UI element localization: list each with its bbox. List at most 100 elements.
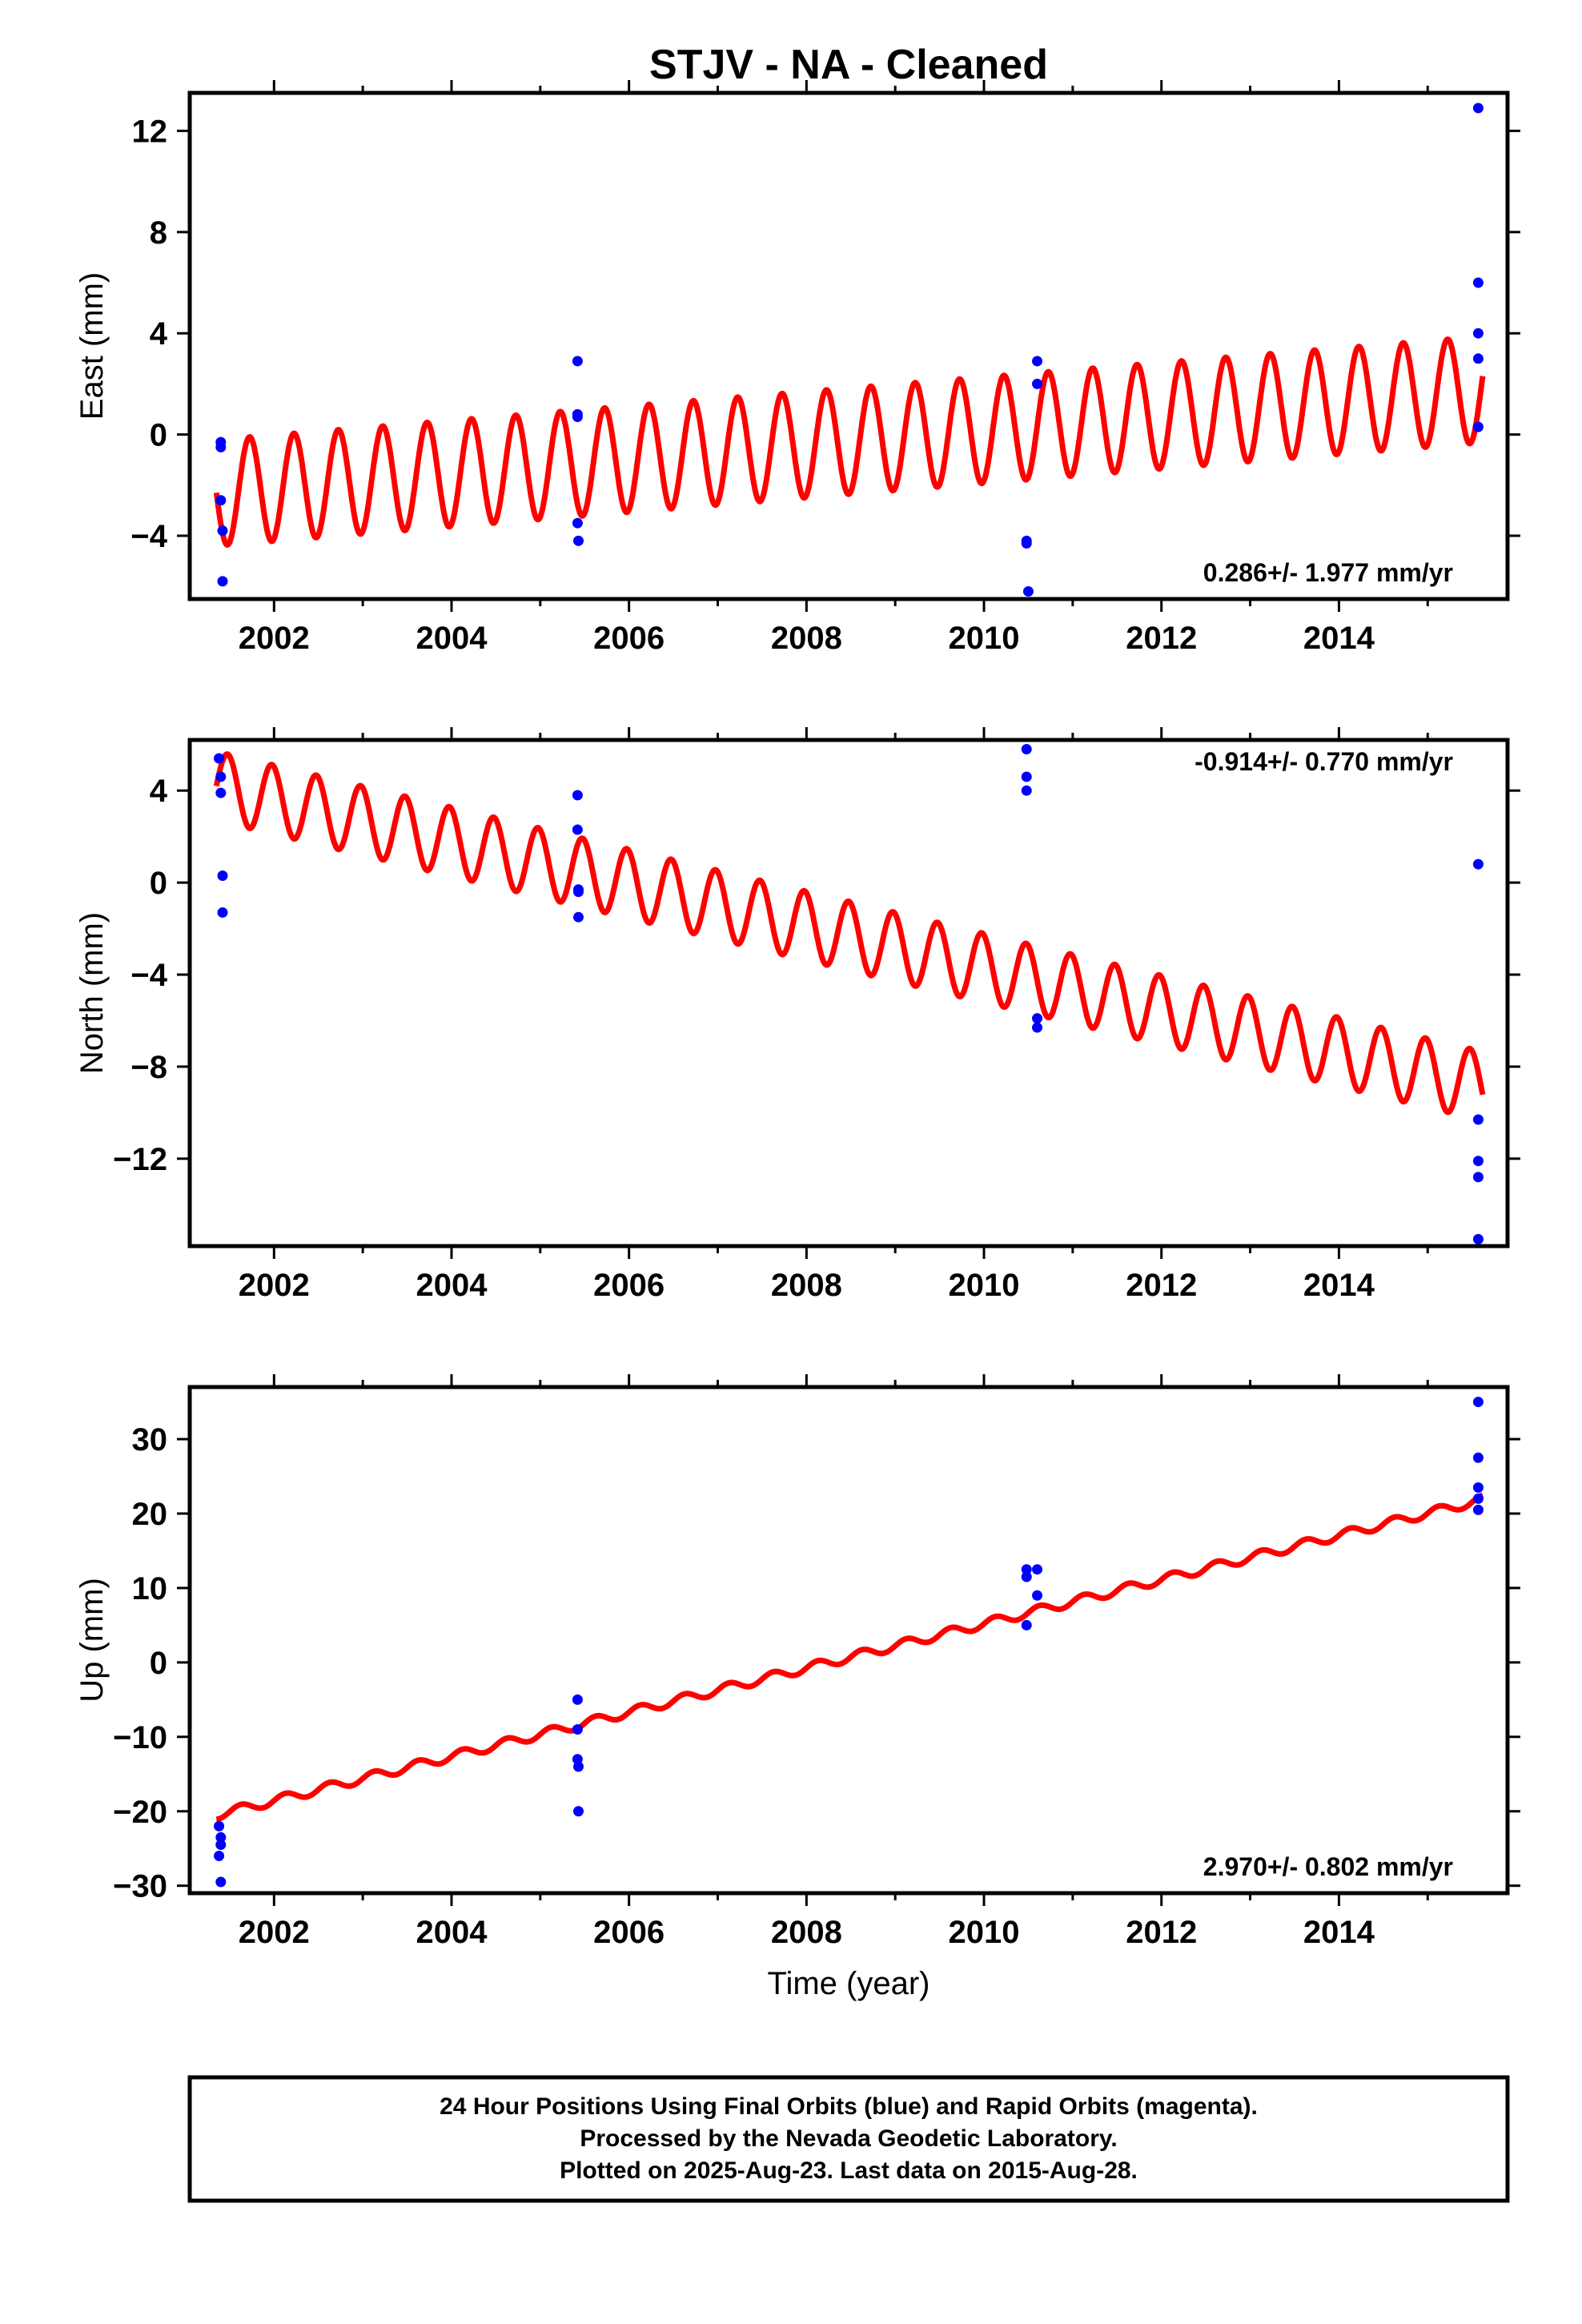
y-tick-label: −10 — [113, 1720, 167, 1755]
x-tick-label: 2010 — [949, 1268, 1020, 1303]
data-point — [572, 887, 584, 898]
data-point — [214, 1820, 225, 1831]
y-tick-label: 4 — [150, 774, 168, 809]
y-tick-label: 8 — [150, 215, 167, 251]
y-tick-label: −12 — [113, 1142, 167, 1177]
data-point — [1472, 421, 1484, 432]
data-point — [215, 771, 227, 782]
x-axis-label: Time (year) — [768, 1966, 930, 2001]
x-tick-label: 2006 — [593, 1915, 665, 1950]
data-point — [1472, 1504, 1484, 1515]
model-curve — [214, 1492, 1485, 1823]
data-point — [1021, 1564, 1032, 1575]
y-tick-label: 12 — [132, 114, 168, 149]
data-point — [217, 907, 228, 918]
y-axis-label: East (mm) — [74, 272, 110, 420]
footer-line-1: 24 Hour Positions Using Final Orbits (bl… — [440, 2093, 1258, 2120]
y-tick-label: −8 — [130, 1050, 167, 1085]
data-point — [1021, 743, 1032, 754]
data-point — [217, 870, 228, 881]
data-point — [572, 356, 583, 367]
rate-label: -0.914+/- 0.770 mm/yr — [1195, 747, 1453, 776]
data-point — [217, 525, 228, 537]
plot-frame — [187, 90, 1510, 601]
data-point — [1472, 1493, 1484, 1504]
chart-title: STJV - NA - Cleaned — [649, 42, 1048, 88]
x-tick-label: 2002 — [239, 1268, 310, 1303]
data-point — [1021, 785, 1032, 796]
data-point — [215, 1839, 227, 1851]
north-panel: 2002 2004 2006 2008 2010 2012 2014 −12 −8 −4 0 4 Nor… — [74, 727, 1520, 1303]
data-point — [214, 1851, 225, 1862]
y-tick-label: 10 — [132, 1571, 168, 1606]
data-point — [572, 824, 583, 835]
data-point — [1472, 277, 1484, 288]
y-tick-label: 0 — [150, 1646, 167, 1681]
y-axis-label: Up (mm) — [74, 1578, 110, 1703]
y-tick-label: 4 — [150, 316, 168, 352]
data-point — [572, 1761, 584, 1772]
y-tick-label: 20 — [132, 1497, 168, 1532]
data-point — [572, 517, 583, 529]
data-point — [1472, 1172, 1484, 1183]
data-point — [1472, 1482, 1484, 1493]
data-point — [1032, 1564, 1043, 1575]
data-point — [1472, 328, 1484, 339]
data-point — [572, 790, 583, 801]
y-tick-label: −4 — [130, 958, 167, 993]
y-axis-label: North (mm) — [74, 912, 110, 1074]
data-point — [1032, 1022, 1043, 1033]
east-panel: 2002 2004 2006 2008 2010 2012 2014 −4 0 4 8 12 East … — [74, 80, 1520, 656]
data-point — [1021, 771, 1032, 782]
x-tick-label: 2008 — [771, 621, 842, 656]
data-point — [572, 911, 584, 923]
up-panel: 2002 2004 2006 2008 2010 2012 2014 −30 −20 −10 0 10… — [74, 1374, 1520, 1950]
data-point — [1032, 356, 1043, 367]
rate-label: 2.970+/- 0.802 mm/yr — [1203, 1852, 1453, 1881]
data-point — [1021, 1571, 1032, 1582]
model-curve — [213, 751, 1486, 1116]
data-point — [1021, 1619, 1032, 1630]
x-tick-label: 2006 — [593, 621, 665, 656]
model-curve — [213, 336, 1486, 548]
data-point — [215, 1831, 227, 1843]
footer-box — [187, 2075, 1510, 2203]
x-tick-label: 2004 — [416, 1915, 488, 1950]
x-tick-label: 2008 — [771, 1268, 842, 1303]
data-point — [572, 1806, 584, 1817]
x-tick-label: 2012 — [1126, 1915, 1197, 1950]
plot-frame — [187, 738, 1510, 1248]
data-point — [1472, 1114, 1484, 1125]
data-point — [572, 1694, 583, 1705]
data-point — [1472, 1156, 1484, 1167]
x-tick-label: 2014 — [1303, 1268, 1375, 1303]
data-point — [215, 787, 227, 798]
x-tick-label: 2010 — [949, 621, 1020, 656]
data-point — [1472, 858, 1484, 870]
data-point — [1032, 1590, 1043, 1601]
y-tick-label: 0 — [150, 866, 167, 901]
y-tick-label: −4 — [130, 519, 167, 554]
data-point — [1022, 586, 1034, 597]
x-tick-label: 2014 — [1303, 1915, 1375, 1950]
x-tick-label: 2010 — [949, 1915, 1020, 1950]
x-tick-label: 2002 — [239, 1915, 310, 1950]
y-tick-label: −20 — [113, 1795, 167, 1830]
plot-frame — [187, 1385, 1510, 1896]
data-point — [214, 753, 225, 764]
data-point — [1472, 353, 1484, 364]
data-point — [1032, 1013, 1043, 1024]
data-point — [1032, 378, 1043, 389]
x-tick-label: 2014 — [1303, 621, 1375, 656]
data-point — [572, 1724, 583, 1735]
data-point — [1472, 1452, 1484, 1463]
y-tick-label: 30 — [132, 1422, 168, 1458]
footer-line-3: Plotted on 2025-Aug-23. Last data on 201… — [560, 2157, 1138, 2184]
x-tick-label: 2008 — [771, 1915, 842, 1950]
x-tick-label: 2006 — [593, 1268, 665, 1303]
data-point — [215, 441, 227, 452]
data-point — [572, 411, 583, 422]
x-tick-label: 2012 — [1126, 1268, 1197, 1303]
x-tick-label: 2004 — [416, 621, 488, 656]
